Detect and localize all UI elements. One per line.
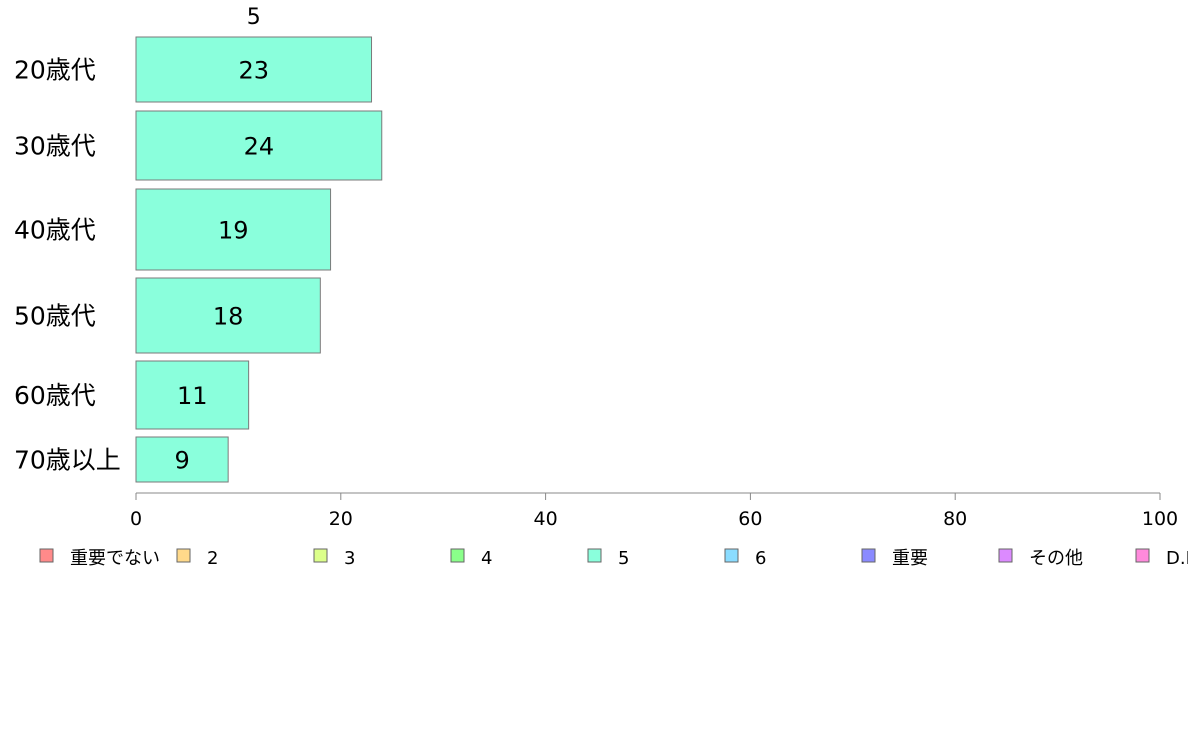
legend-label: 6 xyxy=(755,548,766,569)
segment-labels: 5 xyxy=(247,5,261,30)
x-tick-label: 80 xyxy=(943,508,967,530)
legend-swatch xyxy=(313,548,328,563)
category-label: 70歳以上 xyxy=(14,446,121,475)
legend-label: 3 xyxy=(344,548,355,569)
legend-label: その他 xyxy=(1029,548,1083,569)
x-tick-label: 40 xyxy=(534,508,558,530)
x-axis: 0 20 40 60 80 100 xyxy=(130,492,1178,530)
segment-label: 5 xyxy=(247,5,261,30)
category-label: 20歳代 xyxy=(14,56,96,85)
bar xyxy=(135,360,250,430)
legend: 重要でない 2 3 4 5 6 重要 その他 D.K xyxy=(39,548,1188,569)
legend-swatch xyxy=(998,548,1013,563)
bar-value-label: 23 xyxy=(238,57,269,85)
legend-label: 重要でない xyxy=(70,548,160,569)
x-tick-label: 0 xyxy=(130,508,142,530)
bars: 23 24 19 18 11 9 xyxy=(135,36,383,483)
x-tick-label: 100 xyxy=(1142,508,1178,530)
bar-value-label: 18 xyxy=(213,303,244,331)
legend-swatch xyxy=(39,548,54,563)
legend-label: D.K xyxy=(1166,548,1188,569)
bar xyxy=(135,36,373,103)
x-tick-label: 60 xyxy=(738,508,762,530)
category-labels: 20歳代 30歳代 40歳代 50歳代 60歳代 70歳以上 xyxy=(14,56,121,475)
bar-value-label: 24 xyxy=(244,133,275,161)
legend-label: 4 xyxy=(481,548,492,569)
bar xyxy=(135,188,332,271)
legend-swatch xyxy=(176,548,191,563)
legend-label: 5 xyxy=(618,548,629,569)
bar xyxy=(135,110,383,181)
legend-swatch xyxy=(1135,548,1150,563)
bar xyxy=(135,277,321,354)
legend-swatch xyxy=(724,548,739,563)
bar-value-label: 19 xyxy=(218,217,249,245)
category-label: 40歳代 xyxy=(14,216,96,245)
legend-swatch xyxy=(861,548,876,563)
legend-swatch xyxy=(587,548,602,563)
bar-value-label: 11 xyxy=(177,382,208,410)
bar-value-label: 9 xyxy=(174,447,189,475)
category-label: 60歳代 xyxy=(14,381,96,410)
legend-label: 2 xyxy=(207,548,218,569)
category-label: 50歳代 xyxy=(14,302,96,331)
bar xyxy=(135,436,229,483)
x-tick-label: 20 xyxy=(329,508,353,530)
legend-label: 重要 xyxy=(892,548,928,569)
legend-swatch xyxy=(450,548,465,563)
category-label: 30歳代 xyxy=(14,132,96,161)
